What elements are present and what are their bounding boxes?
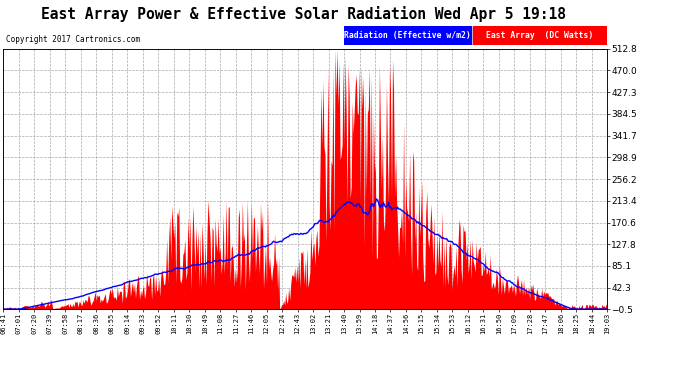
FancyBboxPatch shape <box>344 26 471 45</box>
FancyBboxPatch shape <box>473 26 607 45</box>
Text: East Array Power & Effective Solar Radiation Wed Apr 5 19:18: East Array Power & Effective Solar Radia… <box>41 6 566 22</box>
Text: East Array  (DC Watts): East Array (DC Watts) <box>486 31 593 40</box>
Text: Radiation (Effective w/m2): Radiation (Effective w/m2) <box>344 31 471 40</box>
Text: Copyright 2017 Cartronics.com: Copyright 2017 Cartronics.com <box>6 34 139 44</box>
